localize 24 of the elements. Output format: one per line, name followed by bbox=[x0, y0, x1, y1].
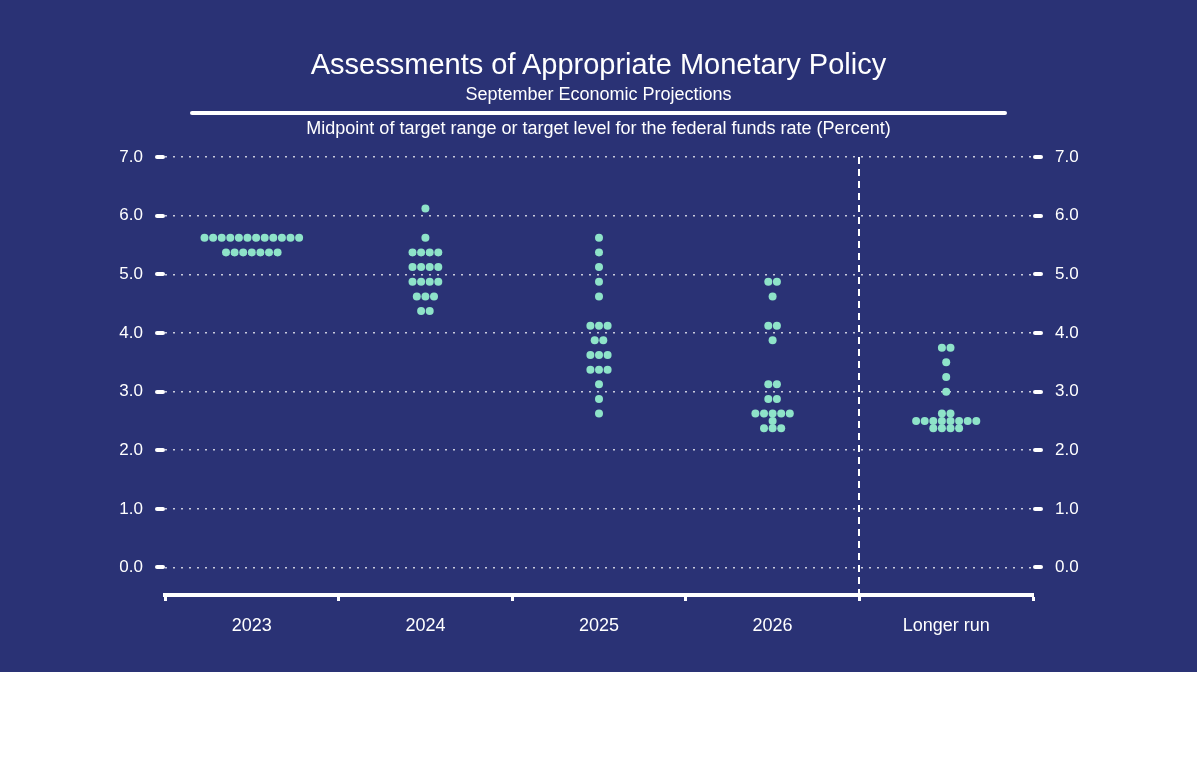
y-tick-label: 5.0 bbox=[119, 264, 143, 284]
x-tick-label: 2025 bbox=[578, 614, 620, 635]
y2-tick-label: 3.0 bbox=[1055, 381, 1079, 401]
chart-title: Assessments of Appropriate Monetary Policy bbox=[309, 48, 888, 81]
x-tick-label: 2024 bbox=[405, 614, 446, 635]
y-tick-label: 6.0 bbox=[119, 205, 143, 225]
x-tick-label: Longer run bbox=[902, 614, 990, 635]
y-tick-label: 3.0 bbox=[119, 381, 143, 401]
y-tick-label: 2.0 bbox=[119, 439, 143, 459]
y-tick-label: 1.0 bbox=[119, 498, 143, 518]
y-tick-label: 0.0 bbox=[119, 557, 143, 577]
y-tick-label: 7.0 bbox=[119, 146, 143, 166]
y2-tick-label: 7.0 bbox=[1055, 146, 1079, 166]
y2-tick-label: 6.0 bbox=[1055, 205, 1079, 225]
chart-subtitle: September Economic Projections bbox=[464, 84, 733, 105]
y-tick-label: 4.0 bbox=[119, 322, 143, 342]
x-tick-label: 2026 bbox=[752, 614, 793, 635]
y2-tick-label: 0.0 bbox=[1055, 557, 1079, 577]
x-tick-label: 2023 bbox=[231, 614, 272, 635]
y2-tick-label: 4.0 bbox=[1055, 322, 1079, 342]
y2-tick-label: 1.0 bbox=[1055, 498, 1079, 518]
y2-tick-label: 2.0 bbox=[1055, 439, 1079, 459]
y-axis-title: Midpoint of target range or target level for the federal funds rate (Percent) bbox=[305, 118, 892, 139]
y2-tick-label: 5.0 bbox=[1055, 264, 1079, 284]
